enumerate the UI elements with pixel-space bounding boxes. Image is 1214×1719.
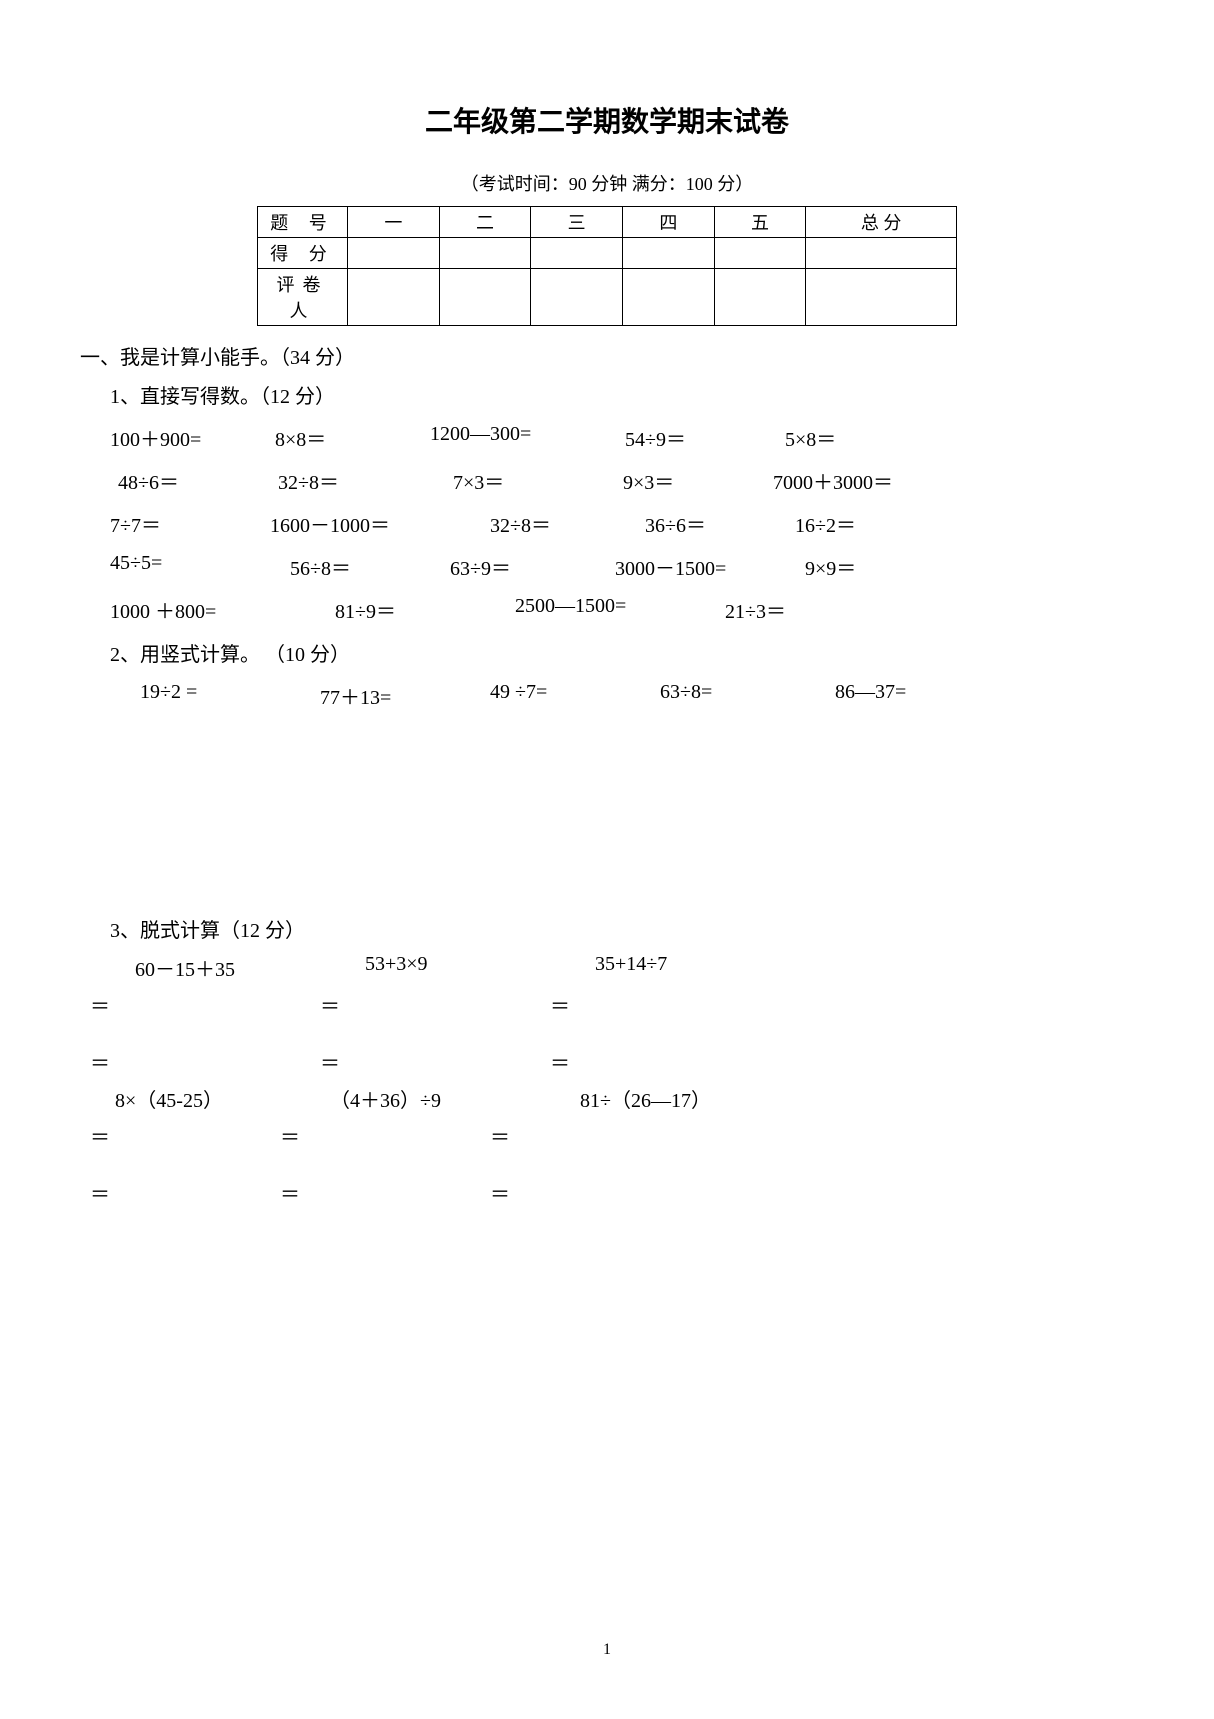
score-cell (806, 269, 957, 326)
problem: 56÷8＝ (290, 552, 450, 581)
score-table: 题 号 一 二 三 四 五 总 分 得 分 评卷人 (257, 206, 957, 326)
problem: 3000－1500= (615, 552, 805, 581)
table-row: 得 分 (258, 238, 957, 269)
equals: ＝ (280, 1121, 490, 1150)
problem: 9×3＝ (623, 466, 773, 495)
score-cell (714, 238, 806, 269)
page-number: 1 (603, 1641, 611, 1659)
equals: ＝ (90, 1121, 280, 1150)
equals: ＝ (490, 1121, 720, 1150)
step-calc-area: 60－15＋35 53+3×9 35+14÷7 ＝ ＝ ＝ ＝ ＝ ＝ 8×（4… (110, 953, 1134, 1207)
equals: ＝ (280, 1178, 490, 1207)
problem: 2500—1500= (515, 595, 725, 624)
table-header-row: 题 号 一 二 三 四 五 总 分 (258, 207, 957, 238)
step-problem: 81÷（26—17） (580, 1084, 810, 1113)
score-cell (439, 238, 531, 269)
step-problem: （4＋36）÷9 (330, 1084, 580, 1113)
header-cell: 二 (439, 207, 531, 238)
problem: 21÷3＝ (725, 595, 855, 624)
problem: 7÷7＝ (110, 509, 270, 538)
equals: ＝ (90, 990, 320, 1019)
score-cell (714, 269, 806, 326)
step-problem: 35+14÷7 (595, 953, 825, 982)
equals: ＝ (550, 990, 780, 1019)
problem: 48÷6＝ (118, 466, 278, 495)
problem: 32÷8＝ (278, 466, 453, 495)
problem: 1000 ＋800= (110, 595, 335, 624)
score-cell (531, 238, 623, 269)
problems-row: 1000 ＋800= 81÷9＝ 2500—1500= 21÷3＝ (110, 595, 1134, 624)
problem: 63÷9＝ (450, 552, 615, 581)
header-cell: 五 (714, 207, 806, 238)
problem: 36÷6＝ (645, 509, 795, 538)
step-problem: 53+3×9 (365, 953, 595, 982)
problems-row: 45÷5= 56÷8＝ 63÷9＝ 3000－1500= 9×9＝ (110, 552, 1134, 581)
problem: 63÷8= (660, 681, 835, 710)
step-problem: 8×（45-25） (115, 1084, 330, 1113)
page-title: 二年级第二学期数学期末试卷 (80, 100, 1134, 140)
header-cell: 总 分 (806, 207, 957, 238)
row-label: 得 分 (258, 238, 348, 269)
score-cell (348, 238, 440, 269)
problem: 9×9＝ (805, 552, 925, 581)
equals-row: ＝ ＝ ＝ (110, 1047, 1134, 1076)
equals: ＝ (320, 990, 550, 1019)
equals: ＝ (320, 1047, 550, 1076)
problem: 19÷2 = (140, 681, 320, 710)
problems-row: 19÷2 = 77＋13= 49 ÷7= 63÷8= 86—37= (110, 681, 1134, 710)
equals: ＝ (550, 1047, 780, 1076)
problem: 49 ÷7= (490, 681, 660, 710)
equals-row: ＝ ＝ ＝ (110, 1121, 1134, 1150)
equals: ＝ (490, 1178, 720, 1207)
problem: 81÷9＝ (335, 595, 515, 624)
score-cell (531, 269, 623, 326)
equals: ＝ (90, 1178, 280, 1207)
problem: 16÷2＝ (795, 509, 925, 538)
header-cell: 题 号 (258, 207, 348, 238)
work-space (80, 724, 1134, 904)
problem: 32÷8＝ (490, 509, 645, 538)
equals: ＝ (90, 1047, 320, 1076)
subsection-1-2: 2、用竖式计算。 （10 分） (110, 638, 1134, 667)
exam-info: （考试时间：90 分钟 满分：100 分） (80, 170, 1134, 196)
problems-row: 100＋900= 8×8＝ 1200—300= 54÷9＝ 5×8＝ (110, 423, 1134, 452)
problems-row: 7÷7＝ 1600－1000＝ 32÷8＝ 36÷6＝ 16÷2＝ (110, 509, 1134, 538)
problem: 7×3＝ (453, 466, 623, 495)
score-cell (806, 238, 957, 269)
problem: 100＋900= (110, 423, 275, 452)
subsection-1-3: 3、脱式计算（12 分） (110, 914, 1134, 943)
score-cell (623, 238, 715, 269)
score-cell (623, 269, 715, 326)
score-cell (348, 269, 440, 326)
step-problem: 60－15＋35 (135, 953, 365, 982)
equals-row: ＝ ＝ ＝ (110, 1178, 1134, 1207)
problem: 1600－1000＝ (270, 509, 490, 538)
row-label: 评卷人 (258, 269, 348, 326)
problem: 54÷9＝ (625, 423, 785, 452)
problem: 86—37= (835, 681, 975, 710)
step-problems-row: 60－15＋35 53+3×9 35+14÷7 (110, 953, 1134, 982)
score-cell (439, 269, 531, 326)
subsection-1-1: 1、直接写得数。（12 分） (110, 380, 1134, 409)
problem: 5×8＝ (785, 423, 925, 452)
section-1-header: 一、我是计算小能手。（34 分） (80, 341, 1134, 370)
header-cell: 一 (348, 207, 440, 238)
problem: 7000＋3000＝ (773, 466, 953, 495)
header-cell: 四 (623, 207, 715, 238)
problem: 8×8＝ (275, 423, 430, 452)
problem: 77＋13= (320, 681, 490, 710)
equals-row: ＝ ＝ ＝ (110, 990, 1134, 1019)
table-row: 评卷人 (258, 269, 957, 326)
problem: 45÷5= (110, 552, 290, 581)
header-cell: 三 (531, 207, 623, 238)
step-problems-row: 8×（45-25） （4＋36）÷9 81÷（26—17） (110, 1084, 1134, 1113)
problem: 1200—300= (430, 423, 625, 452)
problems-row: 48÷6＝ 32÷8＝ 7×3＝ 9×3＝ 7000＋3000＝ (110, 466, 1134, 495)
